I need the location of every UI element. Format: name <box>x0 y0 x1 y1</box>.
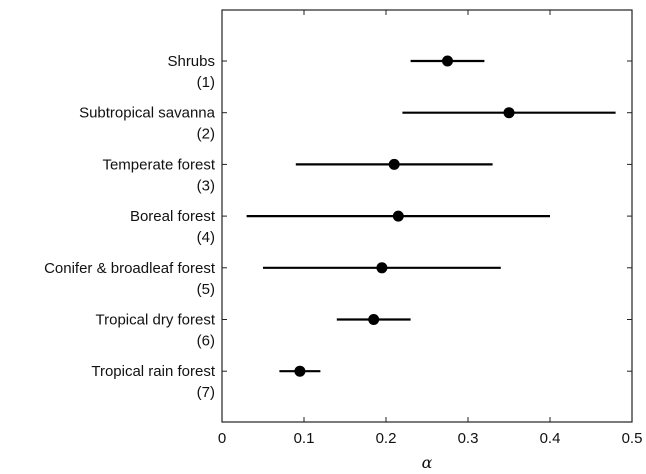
data-point <box>294 365 306 377</box>
category-index-label: (4) <box>197 229 215 246</box>
x-tick-label: 0 <box>218 430 226 447</box>
category-label: Shrubs <box>167 53 215 70</box>
x-tick-label: 0.1 <box>294 430 315 447</box>
x-tick-label: 0.2 <box>376 430 397 447</box>
category-label: Conifer & broadleaf forest <box>44 260 216 277</box>
category-index-label: (6) <box>197 333 215 350</box>
x-tick-label: 0.3 <box>458 430 479 447</box>
category-label: Tropical rain forest <box>91 363 215 380</box>
category-index-label: (5) <box>197 281 215 298</box>
category-label: Temperate forest <box>102 156 215 173</box>
category-index-label: (1) <box>197 74 215 91</box>
data-point <box>368 314 380 325</box>
x-axis: 0 0.1 0.2 0.3 0.4 0.5 <box>218 10 643 447</box>
data-points <box>294 55 515 377</box>
category-label: Subtropical savanna <box>79 105 216 122</box>
data-point <box>388 158 400 170</box>
data-point <box>392 210 404 222</box>
category-label: Tropical dry forest <box>96 312 216 329</box>
x-axis-title: α <box>422 453 433 472</box>
category-labels: Shrubs (1) Subtropical savanna (2) Temperate… <box>44 53 632 401</box>
x-tick-label: 0.5 <box>622 430 643 447</box>
x-tick-label: 0.4 <box>540 430 561 447</box>
category-index-label: (7) <box>197 384 215 401</box>
data-point <box>442 55 453 67</box>
data-point <box>503 107 515 119</box>
category-index-label: (2) <box>197 126 215 143</box>
data-point <box>376 262 388 274</box>
error-bars <box>246 59 616 373</box>
category-label: Boreal forest <box>130 208 216 225</box>
category-index-label: (3) <box>197 177 215 194</box>
